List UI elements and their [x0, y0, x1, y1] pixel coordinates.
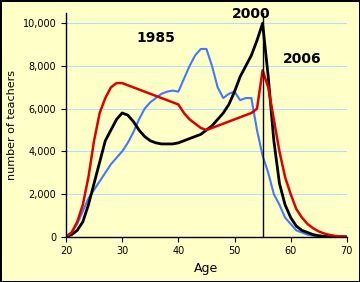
Y-axis label: number of teachers: number of teachers: [7, 70, 17, 180]
Text: 2000: 2000: [232, 7, 271, 21]
X-axis label: Age: Age: [194, 262, 219, 275]
Text: 1985: 1985: [136, 31, 175, 45]
Text: 2006: 2006: [283, 52, 321, 66]
